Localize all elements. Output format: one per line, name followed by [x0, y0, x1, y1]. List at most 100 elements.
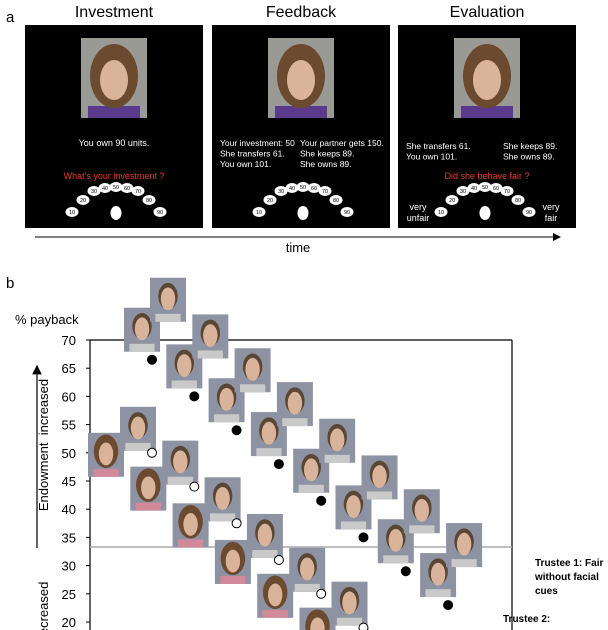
scale-button	[478, 182, 492, 192]
data-point	[358, 532, 369, 543]
scale-label: 10	[256, 210, 262, 216]
shirt	[93, 468, 119, 477]
y-tick-label: 40	[62, 502, 76, 517]
shirt	[167, 476, 193, 485]
scale-label: 70	[135, 189, 141, 195]
scale-button	[263, 195, 277, 205]
scale-low-label: very unfair	[406, 202, 430, 223]
y-tick-label: 25	[62, 587, 76, 602]
face-photo	[246, 513, 283, 558]
scale-button	[489, 183, 503, 193]
data-point	[273, 554, 284, 565]
skin	[430, 562, 446, 586]
scale-high-label: very fair	[542, 202, 560, 223]
scale-label: 50	[300, 185, 306, 191]
screen-text: You own 90 units.	[79, 138, 150, 148]
legend-entry: Trustee 1: Fair without facial cues	[535, 558, 604, 597]
face-photo	[319, 418, 356, 463]
shirt	[461, 106, 513, 118]
scale-button	[285, 183, 299, 193]
data-point	[400, 566, 411, 577]
scale-button	[87, 186, 101, 196]
scale-label: 80	[515, 198, 521, 204]
skin	[304, 458, 319, 482]
face-photo	[446, 523, 483, 568]
shirt	[210, 513, 236, 522]
shirt	[294, 583, 320, 592]
scale-button	[120, 183, 134, 193]
y-tick-label: 35	[62, 530, 76, 545]
scale-label: 80	[146, 198, 152, 204]
y-tick-label: 55	[62, 418, 76, 433]
time-label: time	[286, 240, 311, 255]
face-photo	[268, 38, 334, 118]
face-photo	[454, 38, 520, 118]
skin	[130, 416, 146, 440]
screen-text: She owns 89.	[503, 152, 555, 162]
scale-button	[340, 207, 354, 217]
scale-label: 70	[322, 189, 328, 195]
skin	[203, 324, 218, 347]
arrow-label: decreased	[36, 582, 51, 630]
face-photo	[204, 477, 241, 522]
shirt	[451, 559, 477, 568]
face-photo	[120, 406, 156, 451]
skin	[268, 583, 283, 607]
scale-label: 90	[344, 210, 350, 216]
y-tick-label: 30	[62, 559, 76, 574]
data-point	[358, 622, 369, 630]
scale-button	[98, 183, 112, 193]
arrow-label: Endowment increased	[36, 379, 51, 511]
scale-label: 30	[91, 189, 97, 195]
face-photo	[420, 553, 457, 598]
shirt	[155, 313, 181, 322]
face-photo	[289, 547, 326, 592]
skin	[141, 476, 156, 500]
scale-label: 40	[289, 186, 295, 192]
shirt	[262, 609, 288, 618]
scale-button	[318, 186, 332, 196]
scale-button	[522, 207, 536, 217]
scale-button	[456, 186, 470, 196]
scale-label: 20	[267, 198, 273, 204]
panel-label: a	[6, 9, 15, 26]
shirt	[425, 589, 451, 598]
face-photo	[130, 466, 167, 511]
data-point	[189, 481, 200, 492]
scale-button	[511, 195, 525, 205]
legend-entry: Trustee 2:	[503, 614, 551, 625]
skin	[287, 391, 303, 415]
skin	[257, 523, 273, 547]
shirt	[178, 539, 204, 548]
screen-text: She keeps 89.	[503, 141, 557, 151]
scale-button	[445, 195, 459, 205]
scale-label: 60	[124, 186, 130, 192]
shirt	[214, 414, 240, 423]
screen-question: Did she behave fair ?	[444, 171, 529, 181]
skin	[261, 421, 277, 445]
scale-button	[109, 182, 123, 192]
data-point	[231, 425, 242, 436]
scale-label: 80	[333, 198, 339, 204]
shirt	[256, 448, 282, 457]
face-photo	[276, 382, 313, 427]
scale-button	[153, 207, 167, 217]
shirt	[129, 343, 155, 352]
scale-button	[274, 186, 288, 196]
face-photo	[192, 314, 229, 359]
face-photo	[150, 277, 186, 322]
shirt	[197, 350, 223, 359]
skin	[287, 60, 315, 100]
screen-text: You own 101.	[220, 159, 271, 169]
shirt	[171, 380, 197, 389]
shirt	[383, 555, 409, 564]
data-point	[147, 354, 157, 365]
skin	[346, 495, 361, 518]
face-photo	[299, 607, 336, 630]
screen-text: She owns 89.	[300, 159, 352, 169]
skin	[342, 591, 357, 615]
shirt	[409, 525, 435, 534]
screen-text: Your partner gets 150.	[300, 138, 384, 148]
face-photo	[250, 412, 287, 457]
